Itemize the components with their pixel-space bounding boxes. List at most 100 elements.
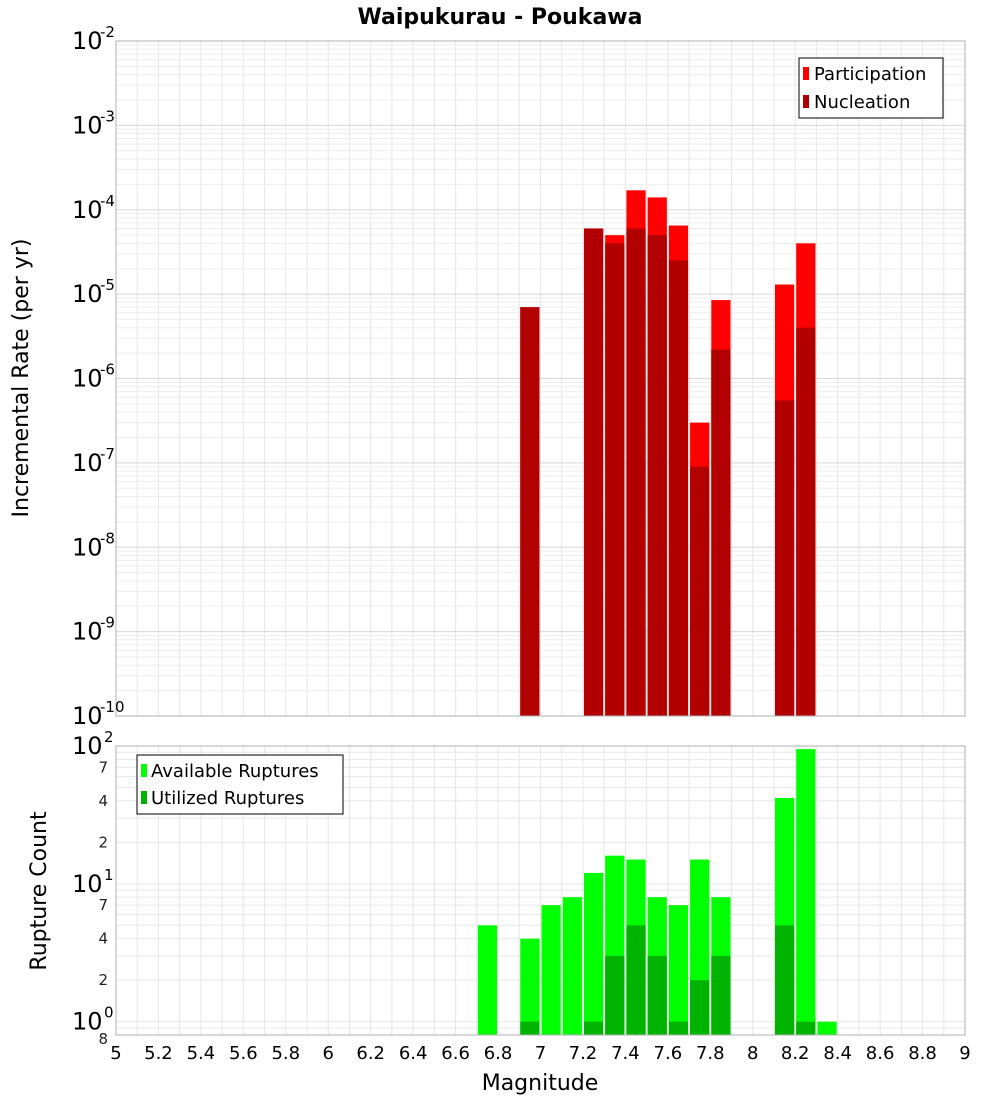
nucleation-bar [520,307,540,716]
rate-y-tick-exponent: -6 [100,361,115,379]
available-bar [817,1021,837,1035]
count-bars [477,749,837,1035]
count-legend: Available Ruptures Utilized Ruptures [136,754,344,815]
x-tick-label: 7.6 [654,1043,683,1064]
count-y-minor-tick: 2 [98,833,108,851]
nucleation-bar [690,466,710,716]
available-bar [562,897,582,1035]
legend-label-utilized: Utilized Ruptures [151,788,304,809]
x-tick-label: 7 [535,1043,546,1064]
available-bar [541,905,561,1035]
rate-y-tick-base: 10 [72,365,103,393]
nucleation-bar [668,260,689,716]
x-tick-label: 7.2 [569,1043,598,1064]
rate-y-tick-exponent: -7 [100,445,115,463]
count-gridlines [115,745,966,1036]
rate-y-tick-base: 10 [72,702,103,730]
legend-swatch-nucleation [803,95,809,108]
x-tick-label: 5.8 [271,1043,300,1064]
utilized-bar [520,1021,540,1035]
nucleation-bar [605,243,625,717]
rate-y-tick-exponent: -4 [100,192,115,210]
utilized-bar [690,980,710,1035]
rate-y-tick-base: 10 [72,111,103,139]
x-tick-label: 5 [110,1043,121,1064]
x-tick-label: 6.6 [441,1043,470,1064]
rate-plot-frame [115,40,966,717]
nucleation-bar [583,228,604,716]
available-bar [520,938,540,1035]
utilized-bar [668,1021,689,1035]
available-bar [668,905,689,1035]
legend-swatch-utilized [141,791,147,804]
rate-y-axis-label: Incremental Rate (per yr) [9,239,34,518]
x-tick-label: 9 [959,1043,970,1064]
x-tick-label: 7.8 [696,1043,725,1064]
rate-y-tick-exponent: -3 [100,107,115,125]
count-y-minor-tick: 7 [98,896,108,914]
x-tick-label: 5.2 [144,1043,173,1064]
nucleation-bar [711,349,731,716]
x-tick-label: 5.6 [229,1043,258,1064]
nucleation-bar [774,400,795,716]
rate-y-tick-base: 10 [72,196,103,224]
rate-y-tick-exponent: -9 [100,614,115,632]
chart-title: Waipukurau - Poukawa [358,5,643,30]
available-bar [477,925,498,1035]
x-tick-label: 5.4 [187,1043,216,1064]
legend-label-available: Available Ruptures [151,761,319,782]
utilized-bar [711,955,731,1035]
utilized-bar [605,955,625,1035]
legend-label-participation: Participation [814,64,926,85]
count-y-minor-tick: 4 [98,792,108,810]
legend-label-nucleation: Nucleation [814,92,910,113]
rate-y-tick-base: 10 [72,533,103,561]
count-y-bottom-tick: 8 [98,1030,108,1048]
rate-y-tick-exponent: -2 [100,23,115,41]
count-y-axis-label: Rupture Count [27,811,52,971]
utilized-bar [774,925,795,1035]
legend-swatch-available [141,764,147,777]
rate-legend-box [798,57,944,119]
count-legend-box [136,754,344,815]
utilized-bar [796,1021,816,1035]
rate-y-tick-base: 10 [72,280,103,308]
nucleation-bar [647,235,667,716]
x-tick-label: 7.4 [611,1043,640,1064]
count-y-tick-base: 10 [72,1008,103,1036]
count-y-tick-base: 10 [72,732,103,760]
rate-gridlines [115,41,966,717]
x-axis-label: Magnitude [482,1071,599,1096]
utilized-bar [583,1021,604,1035]
count-y-minor-tick: 4 [98,930,108,948]
rate-y-tick-exponent: -10 [100,698,125,716]
rate-y-tick-base: 10 [72,27,103,55]
x-tick-label: 8 [747,1043,758,1064]
x-tick-label: 8.8 [908,1043,937,1064]
nucleation-bar [796,327,816,716]
nucleation-bar [626,228,646,716]
x-tick-label: 6.4 [399,1043,428,1064]
count-y-tick-exponent: 0 [104,1004,114,1022]
count-y-tick-exponent: 1 [104,866,114,884]
x-tick-label: 8.6 [866,1043,895,1064]
utilized-bar [647,955,667,1035]
x-tick-label: 8.2 [781,1043,810,1064]
count-y-tick-base: 10 [72,870,103,898]
count-y-minor-tick: 7 [98,758,108,776]
rate-legend: Participation Nucleation [798,57,944,119]
available-bar [796,749,816,1035]
x-tick-label: 6 [323,1043,334,1064]
rate-y-tick-exponent: -8 [100,529,115,547]
count-y-minor-tick: 2 [98,971,108,989]
legend-swatch-participation [803,67,809,80]
utilized-bar [626,925,646,1035]
x-tick-labels: 5 5.2 5.4 5.6 5.8 6 6.2 6.4 6.6 6.8 7 7.2 7.4 7.6 7.8 8… [110,1043,970,1064]
rate-y-tick-exponent: -5 [100,276,115,294]
x-tick-label: 6.2 [356,1043,385,1064]
